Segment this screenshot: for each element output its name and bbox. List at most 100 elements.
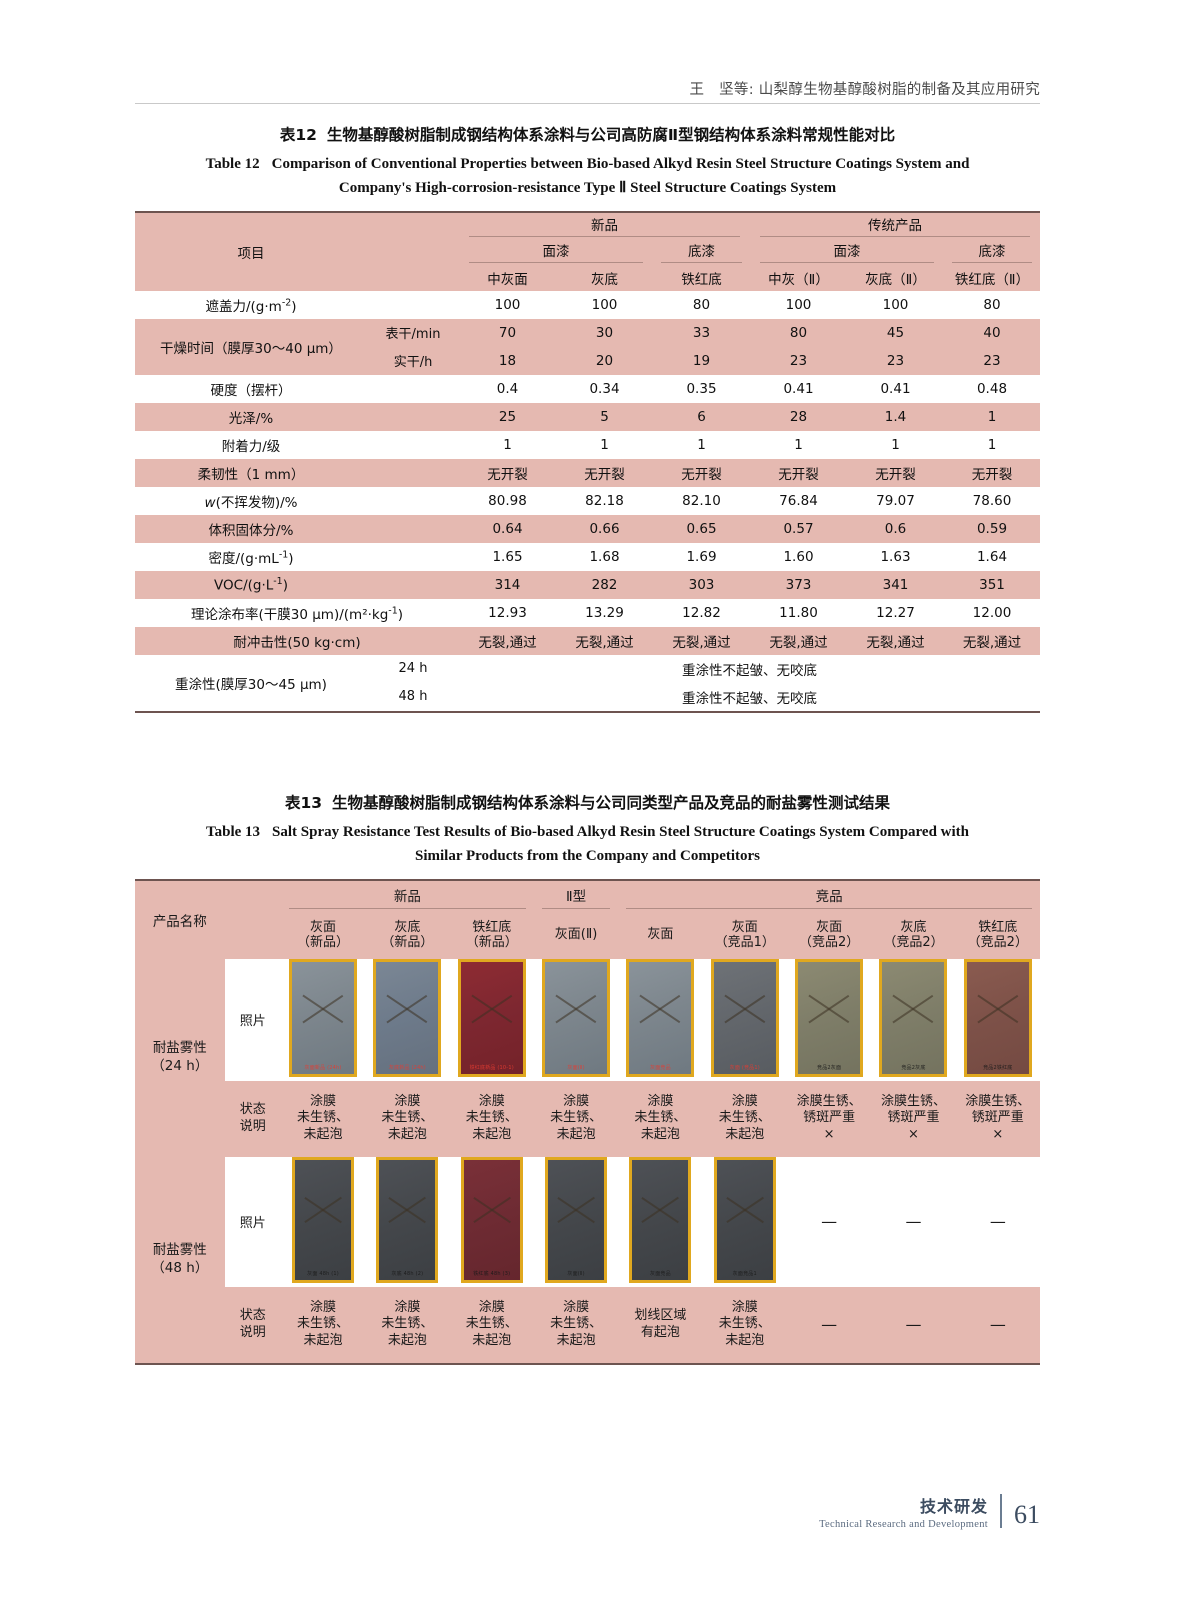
cell: 1.65: [492, 548, 523, 565]
cell: 1.60: [783, 548, 814, 565]
status-24h-4: 涂膜 未生锈、 未起泡: [618, 1080, 703, 1157]
cell: 无开裂: [584, 466, 625, 483]
row-label-impact-resistance: 耐冲击性(50 kg·cm): [233, 634, 361, 651]
row-label-density: 密度/(g·mL-1): [208, 549, 294, 567]
table13-col-6: 灰面 （竞品2）: [798, 919, 860, 950]
cell: 76.84: [779, 492, 818, 509]
row-sub: [367, 431, 459, 459]
footer-journal-section: 技术研发 Technical Research and Development: [819, 1493, 988, 1530]
cell: 11.80: [779, 604, 818, 621]
cell: 1: [600, 436, 609, 453]
row-label-opacity: 遮盖力/(g·m-2): [205, 297, 297, 315]
photo-24h-5: 灰面 (竞品1): [702, 958, 787, 1081]
photo-24h-3: 灰面(Ⅱ): [533, 958, 619, 1081]
row-sub: [367, 487, 459, 515]
row-sub: [367, 571, 459, 599]
cell: 100: [882, 296, 909, 313]
cell: 无裂,通过: [769, 634, 828, 651]
cell: 1: [891, 436, 900, 453]
cell: 80.98: [488, 492, 527, 509]
status-48h-1: 涂膜 未生锈、 未起泡: [365, 1286, 450, 1364]
cell: 12.00: [972, 604, 1012, 621]
table13-caption-en-line2: Similar Products from the Company and Co…: [415, 847, 760, 864]
photo-48h-6-dash: —: [786, 1156, 872, 1287]
table12-col-0: 中灰面: [487, 271, 528, 288]
cell: 0.4: [496, 380, 519, 397]
row-sub: [367, 459, 459, 487]
status-48h-0: 涂膜 未生锈、 未起泡: [280, 1286, 366, 1364]
photo-24h-4: 灰面竞品: [618, 958, 703, 1081]
table12-header-item: 项目: [237, 245, 265, 262]
cell: 无裂,通过: [478, 634, 537, 651]
status-48h-5: 涂膜 未生锈、 未起泡: [702, 1286, 787, 1364]
table12-caption-cn-text: 生物基醇酸树脂制成钢结构体系涂料与公司高防腐Ⅱ型钢结构体系涂料常规性能对比: [326, 126, 896, 144]
row-sub-opacity: [367, 291, 459, 319]
table13-row-48h-status: 状态 说明 涂膜 未生锈、 未起泡 涂膜 未生锈、 未起泡 涂膜 未生锈、 未起…: [135, 1286, 1040, 1364]
row-sub-status-24h: 状态 说明: [224, 1080, 281, 1157]
table-row: ww(不挥发物)/%(不挥发物)/% 80.98 82.18 82.10 76.…: [135, 486, 1040, 515]
cell: 23: [983, 352, 1001, 369]
cell: 314: [494, 576, 521, 593]
cell: 351: [979, 576, 1005, 593]
table-row: 光泽/% 25 5 6 28 1.4 1: [135, 402, 1040, 431]
table12-header-new-primer: 底漆: [653, 239, 750, 265]
cell: 341: [882, 576, 909, 593]
photo-48h-8-dash: —: [955, 1156, 1040, 1287]
photo-48h-1: 灰底 48h (2): [365, 1156, 450, 1287]
cell: 100: [494, 296, 521, 313]
cell: 30: [595, 324, 614, 341]
table12-col-1: 灰底: [591, 271, 618, 288]
row-sub-surface-dry: 表干/min: [385, 327, 441, 343]
cell: 12.93: [488, 604, 527, 621]
table13: 产品名称 新品 Ⅱ型 竞品 灰面 （新品） 灰底 （新品） 铁红底 （新品） 灰…: [135, 879, 1040, 1365]
row-label-volume-solids: 体积固体分/%: [208, 522, 294, 539]
photo-24h-8: 竞品2铁红底: [955, 958, 1040, 1081]
cell: 0.34: [589, 380, 620, 397]
cell-recoat-24h: 重涂性不起皱、无咬底: [682, 662, 817, 679]
table12-caption-en: Table 12 Comparison of Conventional Prope…: [135, 153, 1040, 176]
row-sub-24h: 24 h: [398, 661, 428, 677]
cell: 无开裂: [487, 466, 528, 483]
table13-header-spacer: [225, 880, 281, 959]
row-sub: [367, 543, 459, 571]
page-footer: 技术研发 Technical Research and Development …: [819, 1493, 1040, 1530]
cell: 303: [688, 576, 715, 593]
table13-col-5: 灰面 （竞品1）: [714, 919, 775, 950]
table-row: 密度/(g·mL-1) 1.65 1.68 1.69 1.60 1.63 1.6…: [135, 542, 1040, 571]
table12-col-2: 铁红底: [681, 271, 722, 288]
status-48h-7: —: [871, 1286, 956, 1364]
cell: 80: [789, 324, 808, 341]
table13-col-4: 灰面: [647, 927, 674, 943]
photo-24h-6: 竞品2灰面: [786, 958, 872, 1081]
cell: 19: [692, 352, 711, 369]
cell: 282: [591, 576, 618, 593]
cell: 78.60: [972, 492, 1012, 509]
table13-header-group-competitor: 竞品: [618, 880, 1040, 913]
cell: 13.29: [585, 604, 624, 621]
table13-col-7: 灰底 （竞品2）: [883, 919, 944, 950]
photo-24h-0: 灰面新品 (24h): [280, 958, 366, 1081]
photo-48h-7-dash: —: [871, 1156, 956, 1287]
cell-recoat-48h: 重涂性不起皱、无咬底: [682, 690, 817, 707]
cell: 80: [692, 296, 711, 313]
photo-48h-2: 铁红底 48h (3): [449, 1156, 534, 1287]
table12-header-new-topcoat: 面漆: [459, 239, 653, 265]
table12-caption-cn-label: 表12: [279, 126, 317, 144]
cell: 无裂,通过: [672, 634, 731, 651]
cell: 25: [498, 408, 517, 425]
table-row: 附着力/级 1 1 1 1 1 1: [135, 430, 1040, 459]
page-number: 61: [1014, 1500, 1040, 1529]
cell: 20: [595, 352, 614, 369]
table13-caption-en-line1: Salt Spray Resistance Test Results of Bi…: [272, 824, 970, 841]
table-row: 重涂性(膜厚30～45 μm) 24 h 重涂性不起皱、无咬底: [135, 654, 1040, 693]
cell: 79.07: [876, 492, 915, 509]
photo-24h-2: 铁红底新品 (10-1): [449, 958, 534, 1081]
table13-header-product-name: 产品名称: [152, 913, 207, 930]
cell: 100: [785, 296, 812, 313]
photo-48h-3: 灰面(Ⅱ): [533, 1156, 619, 1287]
cell: 1: [987, 436, 997, 453]
table12: 项目 新品 传统产品 面漆 底漆 面漆: [135, 211, 1040, 713]
cell: 373: [785, 576, 812, 593]
table12-caption-en-label: Table 12: [205, 156, 260, 173]
table12-header-row-groups: 项目 新品 传统产品: [135, 211, 1040, 262]
